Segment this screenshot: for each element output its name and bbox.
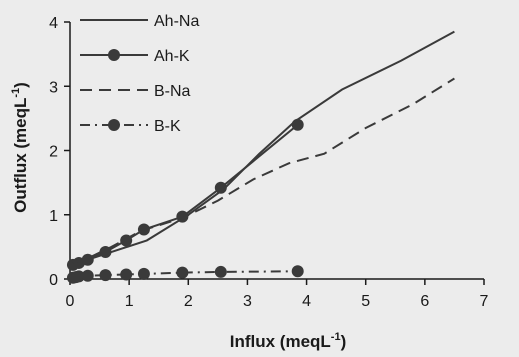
series-layer bbox=[66, 30, 455, 284]
data-point bbox=[120, 268, 133, 281]
legend-label: B-Na bbox=[154, 83, 191, 100]
y-axis-title: Outflux (meqL-1) bbox=[10, 82, 30, 213]
x-axis-title-exponent: -1 bbox=[331, 331, 341, 343]
series-line bbox=[72, 124, 299, 266]
data-point bbox=[291, 265, 304, 278]
x-axis-title: Influx (meqL-1) bbox=[230, 331, 347, 351]
x-axis-title-close: ) bbox=[341, 332, 347, 351]
legend-label: Ah-K bbox=[154, 48, 190, 65]
x-tick-label: 0 bbox=[66, 293, 75, 310]
x-tick-label: 7 bbox=[480, 293, 489, 310]
legend-item: B-Na bbox=[80, 83, 191, 100]
y-tick-label: 0 bbox=[49, 272, 58, 289]
legend-swatch-marker bbox=[108, 49, 120, 61]
series-ah-na bbox=[72, 30, 455, 268]
y-tick-label: 1 bbox=[49, 208, 58, 225]
y-tick-label: 3 bbox=[49, 79, 58, 96]
data-point bbox=[214, 181, 227, 194]
series-ah-k bbox=[66, 118, 304, 271]
x-tick-label: 3 bbox=[243, 293, 252, 310]
data-point bbox=[81, 269, 94, 282]
legend: Ah-Na Ah-K B-Na B-K bbox=[80, 13, 199, 135]
data-point bbox=[176, 266, 189, 279]
data-point bbox=[81, 253, 94, 266]
legend-label: B-K bbox=[154, 118, 181, 135]
x-tick-label: 1 bbox=[125, 293, 134, 310]
series-b-na bbox=[72, 77, 455, 264]
data-point bbox=[99, 269, 112, 282]
data-point bbox=[291, 118, 304, 131]
legend-item: Ah-K bbox=[80, 48, 190, 65]
y-tick-label: 4 bbox=[49, 15, 58, 32]
series-line bbox=[72, 30, 455, 268]
legend-item: B-K bbox=[80, 118, 181, 135]
y-axis-title-close: ) bbox=[11, 82, 30, 88]
data-point bbox=[72, 270, 85, 283]
x-tick-label: 4 bbox=[302, 293, 311, 310]
series-line bbox=[72, 77, 455, 264]
legend-swatch-marker bbox=[108, 119, 120, 131]
data-point bbox=[137, 267, 150, 280]
x-tick-label: 6 bbox=[420, 293, 429, 310]
tick-group: 0 1 2 3 4 0 1 2 3 4 5 6 7 bbox=[49, 15, 488, 310]
legend-item: Ah-Na bbox=[80, 13, 199, 30]
y-axis-title-exponent: -1 bbox=[10, 88, 22, 98]
y-tick-label: 2 bbox=[49, 144, 58, 161]
x-tick-label: 5 bbox=[361, 293, 370, 310]
legend-label: Ah-Na bbox=[154, 13, 199, 30]
series-b-k bbox=[66, 265, 304, 284]
x-tick-label: 2 bbox=[184, 293, 193, 310]
data-point bbox=[214, 265, 227, 278]
